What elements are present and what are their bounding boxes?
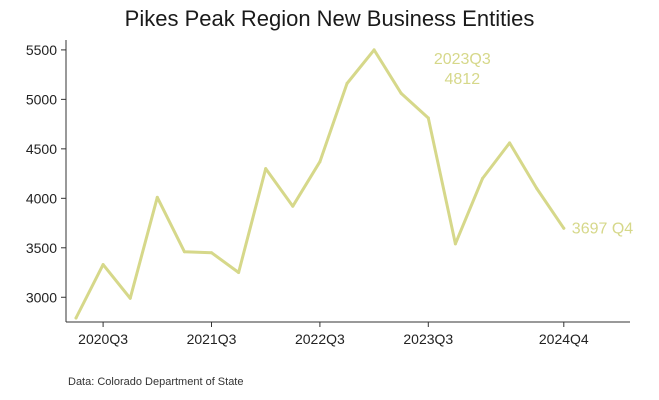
annotation-label: 4812 [445,71,481,88]
data-point [210,251,213,255]
data-point [372,48,376,52]
data-point [318,160,322,164]
data-point [264,167,268,171]
x-tick-label: 2024Q4 [539,331,589,347]
x-tick-label: 2021Q3 [187,331,237,347]
data-point [535,186,539,190]
data-point [399,91,403,95]
y-tick-label: 5000 [26,91,57,107]
data-point [128,296,132,300]
x-tick-label: 2023Q3 [403,331,453,347]
y-tick-label: 3000 [26,289,57,305]
data-point [481,177,484,181]
chart-title: Pikes Peak Region New Business Entities [124,6,535,31]
data-point [101,263,105,267]
y-tick-label: 4500 [26,141,57,157]
data-point [453,242,457,246]
data-point [426,116,430,120]
data-point [291,204,295,208]
data-point [155,195,159,199]
x-tick-label: 2020Q3 [78,331,128,347]
annotation-label: 3697 Q4 [572,220,633,237]
data-point [562,226,566,230]
source-note: Data: Colorado Department of State [68,376,244,388]
data-point [182,250,186,254]
data-point [345,82,349,86]
annotation-label: 2023Q3 [434,51,491,68]
data-point [508,141,512,145]
y-tick-label: 4000 [26,190,57,206]
x-tick-label: 2022Q3 [295,331,345,347]
y-tick-label: 3500 [26,240,57,256]
y-tick-label: 5500 [26,42,57,58]
data-point [74,316,78,320]
data-point [237,271,241,275]
series-line [74,48,566,320]
